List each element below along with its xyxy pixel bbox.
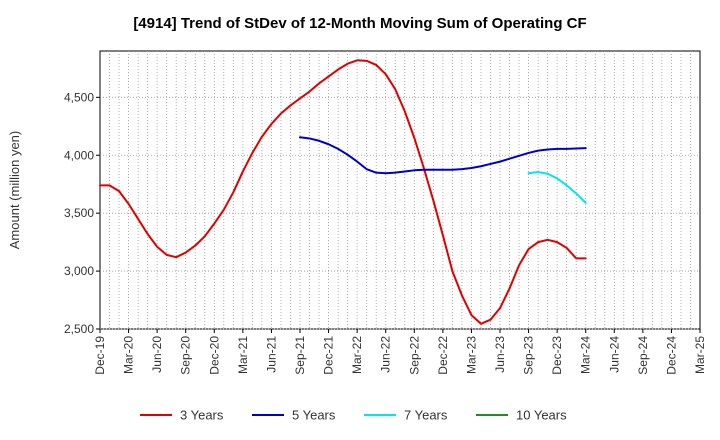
x-tick-label: Mar-25 bbox=[693, 336, 707, 374]
x-tick-label: Mar-24 bbox=[579, 336, 593, 374]
series-lines bbox=[99, 59, 587, 325]
legend-label-5-years: 5 Years bbox=[292, 408, 336, 423]
y-axis-label: Amount (million yen) bbox=[7, 131, 22, 250]
x-tick-label: Jun-24 bbox=[607, 336, 621, 373]
x-tick-label: Dec-20 bbox=[207, 336, 221, 375]
chart-title: [4914] Trend of StDev of 12-Month Moving… bbox=[133, 15, 586, 32]
series-line-5-years bbox=[299, 136, 587, 175]
x-tick-label: Sep-20 bbox=[179, 336, 193, 375]
x-tick-label: Mar-22 bbox=[350, 336, 364, 374]
gridlines bbox=[100, 51, 700, 330]
x-tick-label: Mar-23 bbox=[464, 336, 478, 374]
legend-label-3-years: 3 Years bbox=[180, 408, 224, 423]
x-tick-label: Mar-21 bbox=[236, 336, 250, 374]
x-tick-label: Jun-20 bbox=[150, 336, 164, 373]
x-tick-label: Sep-23 bbox=[522, 336, 536, 375]
x-tick-label: Sep-24 bbox=[636, 336, 650, 375]
legend: 3 Years 5 Years 7 Years 10 Years bbox=[140, 408, 567, 423]
legend-label-7-years: 7 Years bbox=[404, 408, 448, 423]
legend-label-10-years: 10 Years bbox=[516, 408, 567, 423]
series-line-3-years bbox=[99, 59, 587, 325]
x-tick-label: Dec-22 bbox=[436, 336, 450, 375]
y-tick-label: 2,500 bbox=[64, 322, 94, 336]
x-axis-ticks: Dec-19 Mar-20 Jun-20 Sep-20 Dec-20 Mar-21 Jun-… bbox=[93, 329, 707, 375]
x-tick-label: Sep-21 bbox=[293, 336, 307, 375]
x-tick-label: Jun-21 bbox=[264, 336, 278, 373]
x-tick-label: Dec-24 bbox=[664, 336, 678, 375]
y-tick-label: 4,500 bbox=[64, 90, 94, 104]
plot-area bbox=[99, 50, 701, 330]
x-tick-label: Jun-22 bbox=[379, 336, 393, 373]
y-tick-label: 3,500 bbox=[64, 206, 94, 220]
x-tick-label: Mar-20 bbox=[122, 336, 136, 374]
x-tick-label: Dec-21 bbox=[322, 336, 336, 375]
y-axis-ticks: 2,500 3,000 3,500 4,000 4,500 bbox=[64, 90, 100, 336]
y-tick-label: 4,000 bbox=[64, 148, 94, 162]
y-tick-label: 3,000 bbox=[64, 264, 94, 278]
series-line-7-years bbox=[527, 171, 587, 204]
x-tick-label: Dec-23 bbox=[550, 336, 564, 375]
x-tick-label: Jun-23 bbox=[493, 336, 507, 373]
x-tick-label: Sep-22 bbox=[407, 336, 421, 375]
x-tick-label: Dec-19 bbox=[93, 336, 107, 375]
